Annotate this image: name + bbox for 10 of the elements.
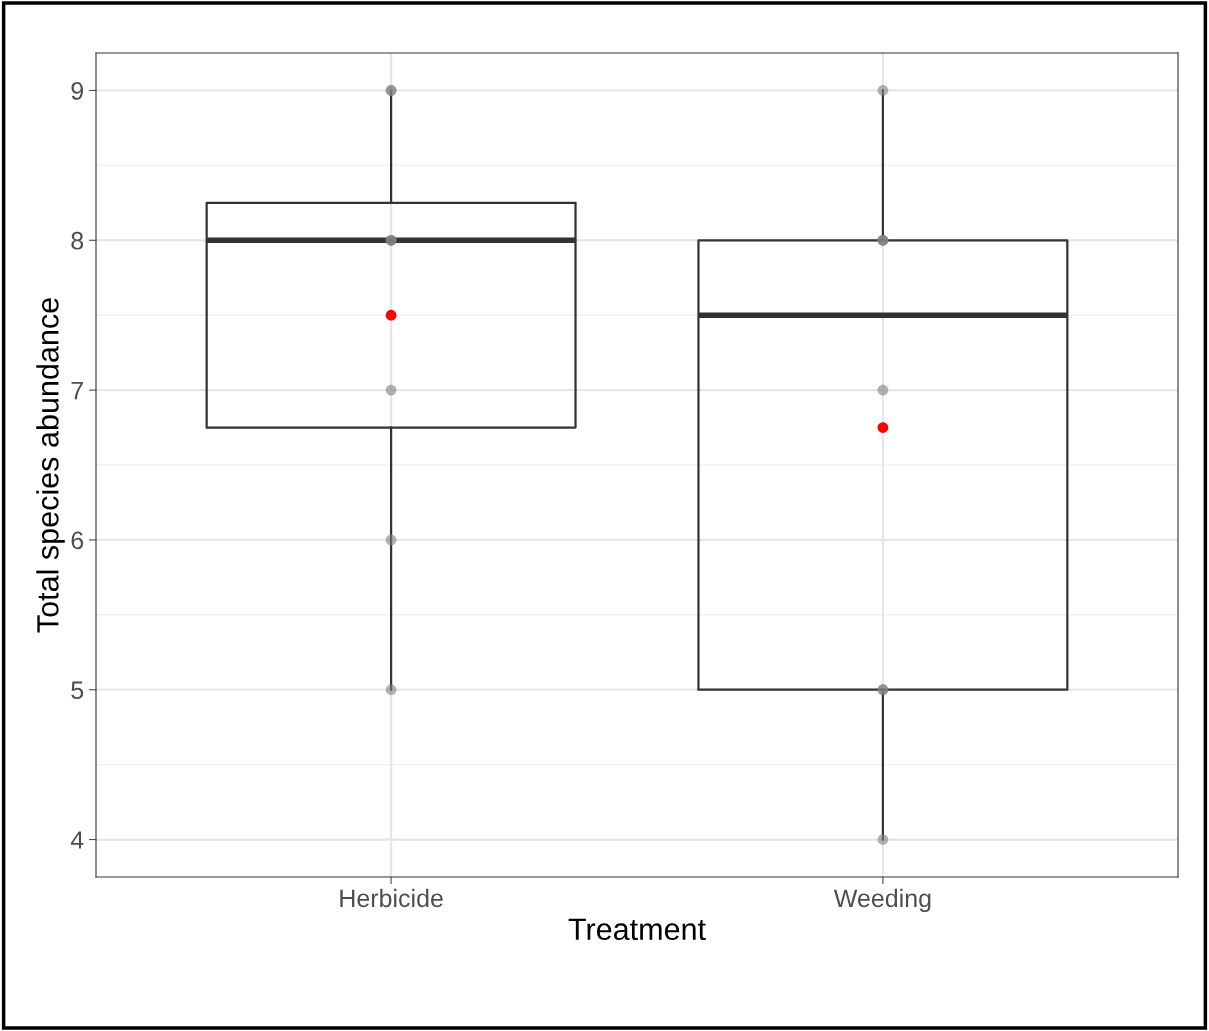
x-axis-title: Treatment: [568, 918, 706, 941]
y-tick-label: 9: [71, 82, 84, 100]
y-axis-title: Total species abundance: [36, 298, 65, 633]
y-tick-label: 7: [71, 381, 83, 400]
x-tick-label: Herbicide: [340, 888, 443, 908]
x-tick-label: Weeding: [833, 888, 931, 913]
y-tick-label: 4: [70, 831, 84, 849]
y-tick-label: 6: [71, 531, 84, 550]
y-tick-label: 8: [71, 231, 84, 250]
y-tick-label: 5: [71, 681, 84, 700]
